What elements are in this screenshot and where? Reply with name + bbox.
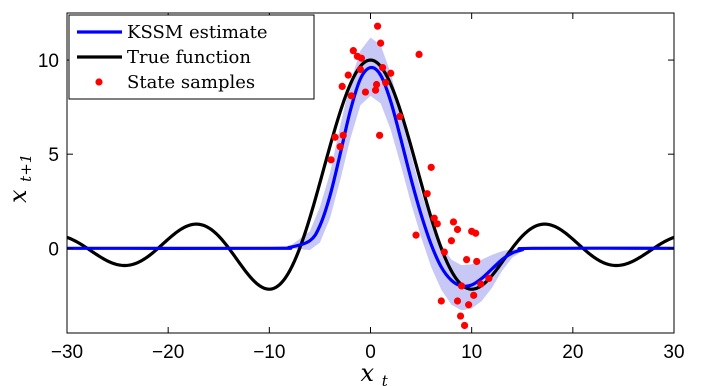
kssm-estimate-line xyxy=(67,65,674,288)
x-tick-label: −20 xyxy=(152,342,184,363)
state-sample-point xyxy=(327,156,335,164)
state-sample-point xyxy=(412,231,420,239)
x-axis-label: x t xyxy=(361,359,389,386)
state-sample-point xyxy=(463,255,471,264)
state-sample-point xyxy=(447,237,456,245)
state-sample-point xyxy=(477,280,485,288)
legend-entry-true-function: True function xyxy=(77,47,251,68)
legend-label: True function xyxy=(127,47,251,68)
state-sample-point xyxy=(437,297,445,305)
state-sample-point xyxy=(336,143,344,151)
state-sample-point xyxy=(379,63,387,72)
legend-entry-state-samples: State samples xyxy=(95,72,255,93)
state-sample-point xyxy=(470,291,478,299)
y-axis-label-subscript: t+1 xyxy=(17,154,35,182)
true-function-line xyxy=(67,58,674,291)
y-axis-label: x t+1 xyxy=(4,154,35,203)
state-sample-point xyxy=(344,71,352,79)
state-sample-point xyxy=(331,133,339,141)
state-sample-point xyxy=(376,131,384,139)
state-sample-point xyxy=(460,321,469,330)
state-sample-point xyxy=(472,229,480,237)
axis-ticks: −30 −20 −10 0 10 20 30 0 5 10 xyxy=(38,13,685,363)
state-sample-point xyxy=(347,92,355,100)
state-sample-point xyxy=(440,248,448,256)
state-sample-point xyxy=(427,163,435,171)
confidence-band xyxy=(67,37,674,311)
state-sample-point xyxy=(349,47,357,55)
state-sample-point xyxy=(456,312,465,320)
y-tick-label: 0 xyxy=(48,239,59,260)
state-sample-point xyxy=(430,214,438,222)
state-sample-point xyxy=(433,220,441,228)
legend-entry-kssm-estimate: KSSM estimate xyxy=(77,22,268,43)
state-sample-point xyxy=(485,274,493,283)
state-sample-point xyxy=(377,39,385,47)
x-tick-label: 30 xyxy=(663,342,684,363)
legend-dot-swatch xyxy=(95,78,103,86)
x-tick-label: 20 xyxy=(562,342,583,363)
state-sample-point xyxy=(423,190,431,198)
y-tick-label: 5 xyxy=(48,145,59,166)
state-sample-point xyxy=(453,297,462,305)
plot-area xyxy=(67,22,674,330)
state-sample-point xyxy=(339,131,347,139)
legend-label: State samples xyxy=(127,72,255,93)
legend: KSSM estimate True function State samples xyxy=(68,14,315,100)
x-axis-label-subscript: t xyxy=(382,372,389,386)
state-sample-point xyxy=(373,22,382,30)
state-sample-point xyxy=(457,282,466,290)
x-tick-label: 0 xyxy=(365,342,376,363)
state-sample-point xyxy=(453,225,462,234)
state-sample-point xyxy=(449,218,458,226)
state-sample-point xyxy=(465,301,473,309)
state-sample-point xyxy=(371,86,380,94)
state-sample-point xyxy=(387,69,395,77)
y-tick-label: 10 xyxy=(38,51,59,72)
state-sample-point xyxy=(338,82,346,91)
x-tick-label: 10 xyxy=(461,342,482,363)
state-sample-point xyxy=(415,50,423,59)
state-sample-point xyxy=(361,88,370,96)
state-sample-point xyxy=(356,65,364,74)
state-sample-point xyxy=(382,79,390,87)
x-axis-label-base: x xyxy=(361,359,375,386)
state-sample-point xyxy=(396,112,404,121)
x-tick-label: −10 xyxy=(253,342,285,363)
state-sample-point xyxy=(357,54,365,62)
state-sample-point xyxy=(372,80,381,89)
legend-label: KSSM estimate xyxy=(127,22,268,43)
x-tick-label: −30 xyxy=(51,342,83,363)
state-sample-point xyxy=(473,257,481,266)
y-axis-label-base: x xyxy=(4,189,32,203)
